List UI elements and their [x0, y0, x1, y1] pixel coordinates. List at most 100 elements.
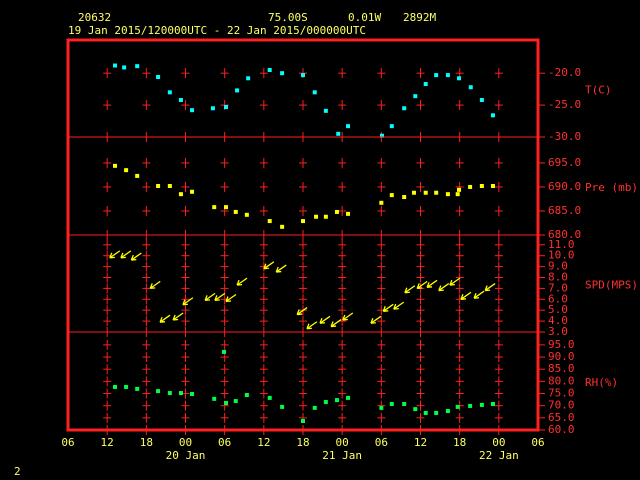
marker — [323, 214, 328, 219]
marker — [135, 173, 140, 178]
wind-arrow — [214, 292, 226, 302]
wind-arrow — [149, 280, 161, 290]
y-tick-label: 9.0 — [548, 260, 568, 273]
marker — [113, 384, 117, 389]
marker — [301, 73, 305, 78]
marker — [246, 76, 251, 81]
x-tick-label: 06 — [531, 436, 544, 449]
marker — [312, 405, 317, 410]
wind-arrow — [449, 277, 461, 286]
longitude: 0.01W — [348, 11, 381, 24]
marker — [402, 195, 407, 200]
marker — [479, 184, 484, 188]
wind-arrow — [263, 261, 275, 270]
marker — [113, 63, 117, 68]
wind-arrow — [484, 283, 496, 292]
marker — [222, 349, 227, 354]
wind-arrow — [159, 314, 171, 323]
marker — [434, 190, 439, 195]
y-tick-label: 75.0 — [548, 387, 575, 400]
marker — [336, 131, 341, 136]
wind-arrow — [460, 291, 472, 300]
y-tick-label: 5.0 — [548, 303, 568, 316]
wind-arrow — [225, 293, 237, 303]
marker — [178, 97, 183, 102]
wind-arrow — [130, 252, 142, 261]
marker — [135, 386, 140, 391]
wind-arrow — [393, 301, 405, 310]
x-tick-label: 00 — [336, 436, 349, 449]
marker — [233, 399, 238, 404]
marker — [223, 105, 228, 110]
marker — [156, 75, 161, 80]
page-number: 2 — [14, 465, 21, 478]
y-tick-label: 95.0 — [548, 338, 575, 351]
marker — [124, 384, 129, 389]
marker — [490, 184, 495, 188]
x-tick-label: 12 — [101, 436, 114, 449]
x-tick-label: 18 — [140, 436, 153, 449]
marker — [178, 391, 183, 396]
wind-arrow — [306, 321, 318, 330]
y-tick-label: 85.0 — [548, 362, 575, 375]
marker — [379, 200, 384, 205]
marker — [244, 392, 249, 397]
marker — [212, 396, 217, 401]
y-tick-label: 80.0 — [548, 374, 575, 387]
y-tick-label: 6.0 — [548, 292, 568, 305]
marker — [455, 192, 460, 197]
marker — [389, 193, 394, 198]
wind-arrow — [204, 292, 216, 302]
y-tick-label: 90.0 — [548, 350, 575, 363]
y-tick-label: 11.0 — [548, 238, 575, 251]
marker — [210, 106, 215, 111]
wind-arrow — [438, 283, 450, 292]
marker — [445, 409, 450, 414]
marker — [135, 64, 140, 69]
y-tick-label: -30.0 — [548, 130, 581, 143]
wind-arrow — [416, 280, 428, 290]
marker — [212, 205, 217, 210]
marker — [423, 82, 428, 87]
wind-arrow — [172, 312, 184, 321]
marker — [280, 71, 285, 76]
marker — [468, 85, 473, 90]
marker — [301, 219, 305, 224]
marker — [323, 400, 328, 405]
marker — [280, 404, 285, 409]
marker — [379, 405, 384, 410]
wind-arrow — [109, 250, 121, 259]
panel-label: RH(%) — [585, 376, 618, 389]
x-tick-label: 06 — [61, 436, 74, 449]
marker — [167, 90, 172, 95]
marker — [379, 133, 384, 138]
panel-label: Pre (mb) — [585, 181, 638, 194]
marker — [314, 214, 319, 219]
wind-arrow — [120, 250, 132, 259]
marker — [167, 184, 172, 188]
day-label: 20 Jan — [166, 449, 206, 462]
marker — [301, 419, 305, 424]
y-tick-label: 70.0 — [548, 399, 575, 412]
station-id: 20632 — [78, 11, 111, 24]
marker — [455, 404, 460, 409]
marker — [423, 190, 428, 195]
y-tick-label: 680.0 — [548, 228, 581, 241]
wind-arrow — [382, 303, 394, 312]
marker — [267, 67, 272, 72]
marker — [233, 209, 238, 214]
y-tick-label: 4.0 — [548, 314, 568, 327]
x-tick-label: 00 — [492, 436, 505, 449]
marker — [445, 192, 450, 197]
marker — [346, 395, 351, 400]
y-tick-label: 695.0 — [548, 156, 581, 169]
x-tick-label: 12 — [414, 436, 427, 449]
marker — [490, 113, 495, 118]
x-tick-label: 18 — [296, 436, 309, 449]
wind-arrow — [426, 279, 438, 288]
x-tick-label: 12 — [257, 436, 270, 449]
marker — [346, 124, 351, 129]
y-tick-label: 8.0 — [548, 271, 568, 284]
y-tick-label: 10.0 — [548, 249, 575, 262]
